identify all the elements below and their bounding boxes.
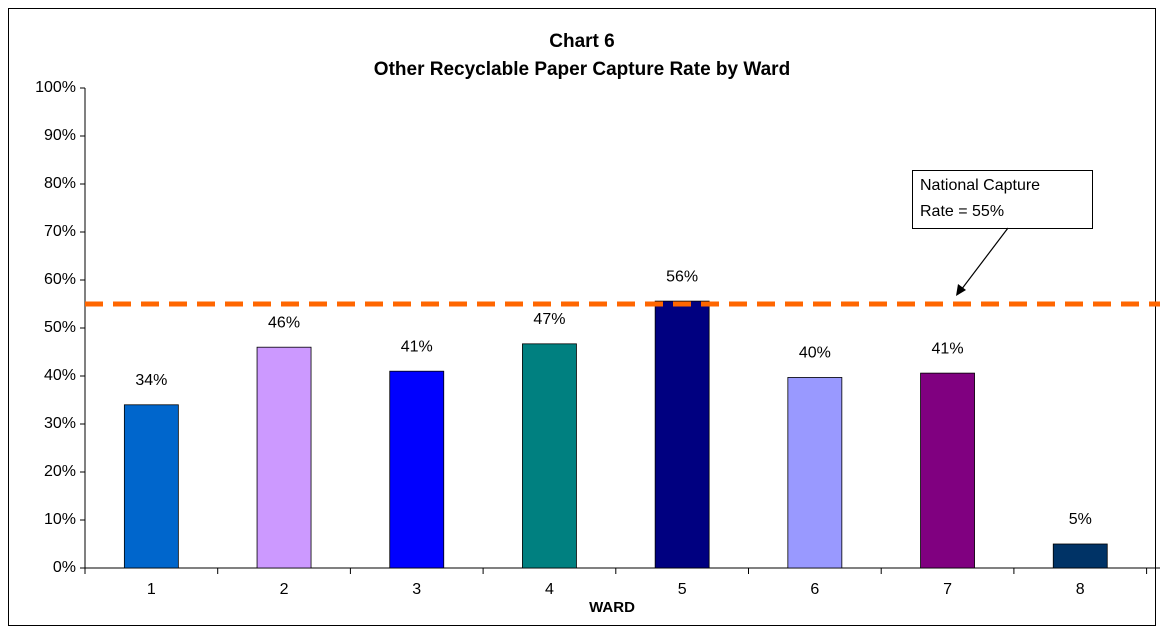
y-tick-label: 90% [44, 127, 76, 144]
bar [654, 300, 710, 569]
annotation-arrow [957, 227, 1009, 295]
data-label: 41% [401, 338, 433, 355]
y-tick-label: 0% [53, 559, 76, 576]
chart-title: Other Recyclable Paper Capture Rate by W… [374, 59, 790, 80]
bar [522, 343, 577, 569]
bar [256, 346, 312, 569]
data-label: 5% [1069, 511, 1092, 528]
x-tick-label: 7 [943, 581, 952, 598]
y-tick-label: 30% [44, 415, 76, 432]
bar [787, 377, 843, 569]
bar [389, 370, 445, 569]
y-tick-label: 80% [44, 175, 76, 192]
data-label: 56% [666, 268, 698, 285]
y-tick-label: 100% [35, 79, 76, 96]
y-tick-label: 60% [44, 271, 76, 288]
x-tick-label: 8 [1076, 581, 1085, 598]
data-label: 47% [533, 311, 565, 328]
annotation: National Capture [920, 177, 1040, 194]
annotation-box [912, 170, 1093, 229]
data-label: 41% [932, 340, 964, 357]
x-tick-label: 4 [545, 581, 554, 598]
x-tick-label: 6 [810, 581, 819, 598]
annotation: Rate = 55% [920, 203, 1004, 220]
x-tick-label: 2 [280, 581, 289, 598]
y-tick-label: 10% [44, 511, 76, 528]
x-tick-label: 1 [147, 581, 156, 598]
y-tick-label: 70% [44, 223, 76, 240]
x-tick-label: 3 [412, 581, 421, 598]
y-tick-label: 40% [44, 367, 76, 384]
annotation-arrowhead [956, 284, 966, 296]
bar [123, 404, 179, 569]
data-label: 46% [268, 314, 300, 331]
bar [920, 372, 975, 569]
data-label: 34% [135, 372, 167, 389]
data-label: 40% [799, 345, 831, 362]
y-tick-label: 50% [44, 319, 76, 336]
bar [1052, 543, 1108, 569]
x-axis-title: WARD [589, 599, 635, 616]
x-tick-label: 5 [678, 581, 687, 598]
chart-border [8, 8, 1156, 626]
chart-title: Chart 6 [549, 31, 614, 52]
y-tick-label: 20% [44, 463, 76, 480]
